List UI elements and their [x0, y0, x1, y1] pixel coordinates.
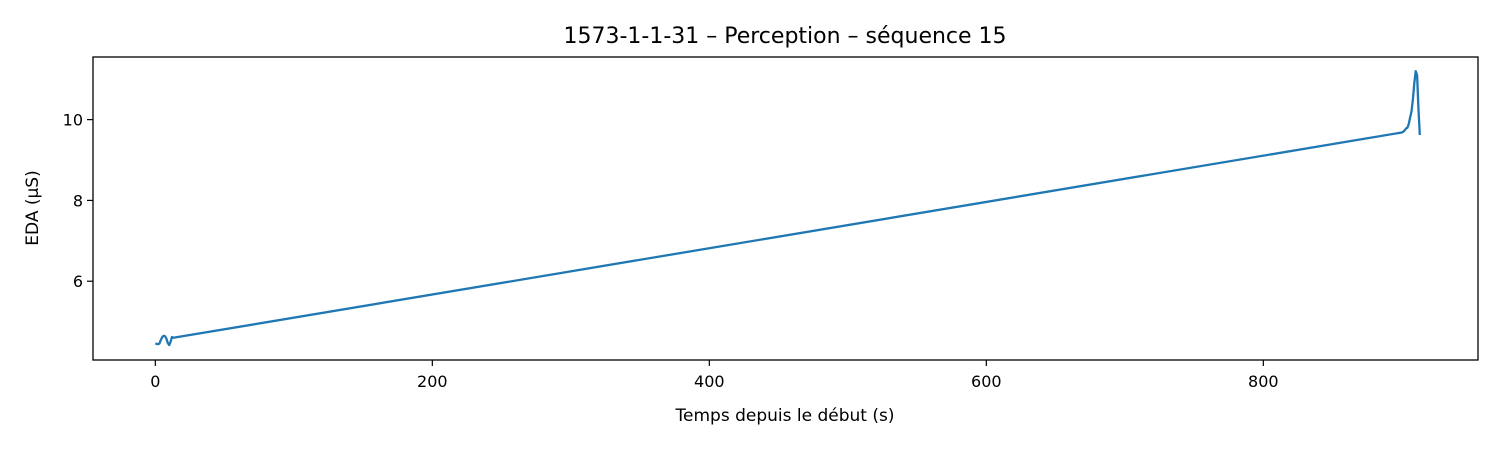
y-tick-label: 6: [73, 272, 83, 291]
y-axis-label: EDA (µS): [23, 170, 43, 245]
x-axis-label: Temps depuis le début (s): [675, 406, 895, 426]
x-tick-label: 600: [971, 372, 1002, 391]
series-line-0: [155, 69, 1421, 347]
plot-frame: [92, 56, 1479, 361]
x-tick-label: 200: [417, 372, 448, 391]
y-tick-label: 10: [63, 111, 83, 130]
plot-area: [155, 69, 1421, 347]
chart-title: 1573-1-1-31 – Perception – séquence 15: [563, 24, 1006, 49]
x-tick-label: 400: [694, 372, 725, 391]
y-tick-label: 8: [73, 191, 83, 210]
x-tick-label: 800: [1248, 372, 1279, 391]
x-axis: 0 200 400 600 800: [150, 360, 1279, 391]
x-tick-label: 0: [150, 372, 160, 391]
y-axis: 6 8 10: [63, 111, 93, 291]
